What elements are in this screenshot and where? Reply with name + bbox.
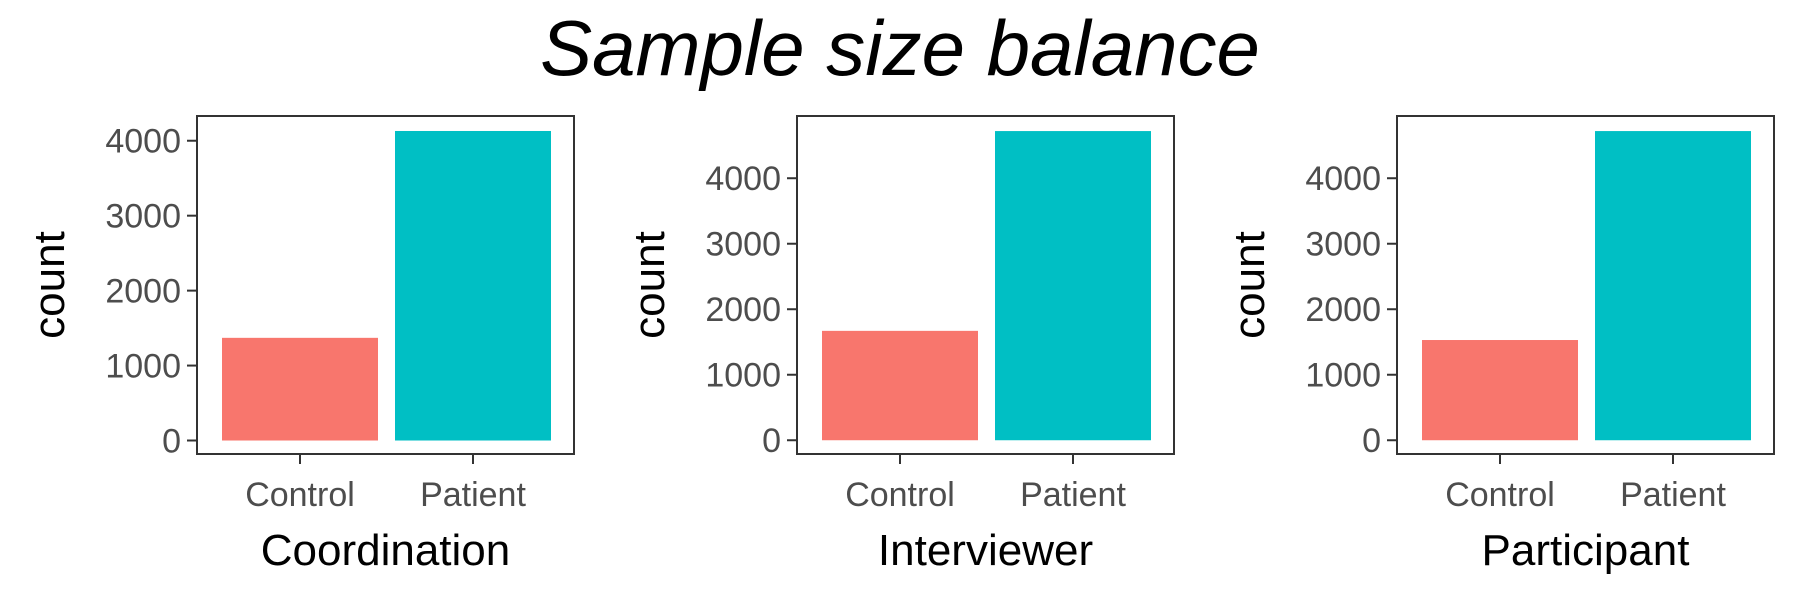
x-axis-title: Interviewer: [878, 526, 1093, 575]
x-axis-title: Coordination: [261, 526, 511, 575]
bar-patient: [395, 130, 551, 441]
bar-control: [222, 337, 378, 441]
x-tick-label: Control: [845, 476, 955, 514]
y-tick-label: 1000: [105, 348, 181, 386]
chart-panel: 0 1000 2000 3000 4000 Control Patient Participa…: [1225, 115, 1775, 575]
panel-border: [796, 115, 1175, 455]
y-tick-label: 4000: [705, 160, 781, 198]
chart-panel: 0 1000 2000 3000 4000 Control Patient Interview…: [625, 115, 1175, 575]
chart-panel: 0 1000 2000 3000 4000 Control Patient Coordinat…: [25, 115, 575, 575]
bar-patient: [1595, 131, 1751, 441]
y-tick-label: 2000: [705, 291, 781, 329]
y-tick-label: 1000: [1305, 357, 1381, 395]
y-tick-label: 3000: [705, 226, 781, 264]
x-tick-label: Control: [245, 476, 355, 514]
y-tick-label: 4000: [1305, 160, 1381, 198]
bar-control: [1422, 340, 1578, 441]
y-tick-label: 1000: [705, 357, 781, 395]
y-tick-label: 2000: [1305, 291, 1381, 329]
y-tick-label: 0: [1362, 422, 1381, 460]
x-axis-title: Participant: [1482, 526, 1690, 575]
panel-border: [196, 115, 575, 455]
y-tick-label: 2000: [105, 273, 181, 311]
figure-title: Sample size balance: [540, 4, 1260, 92]
panel-border: [1396, 115, 1775, 455]
x-tick-label: Patient: [1020, 476, 1126, 514]
bar-patient: [995, 131, 1151, 441]
y-tick-label: 4000: [105, 123, 181, 161]
y-tick-label: 0: [162, 423, 181, 461]
y-axis-title: count: [1225, 231, 1274, 339]
y-axis-title: count: [625, 231, 674, 339]
x-tick-label: Patient: [1620, 476, 1726, 514]
bar-control: [822, 330, 978, 441]
y-tick-label: 3000: [105, 198, 181, 236]
y-axis-title: count: [25, 231, 74, 339]
y-tick-label: 3000: [1305, 226, 1381, 264]
x-tick-label: Control: [1445, 476, 1555, 514]
y-tick-label: 0: [762, 422, 781, 460]
x-tick-label: Patient: [420, 476, 526, 514]
